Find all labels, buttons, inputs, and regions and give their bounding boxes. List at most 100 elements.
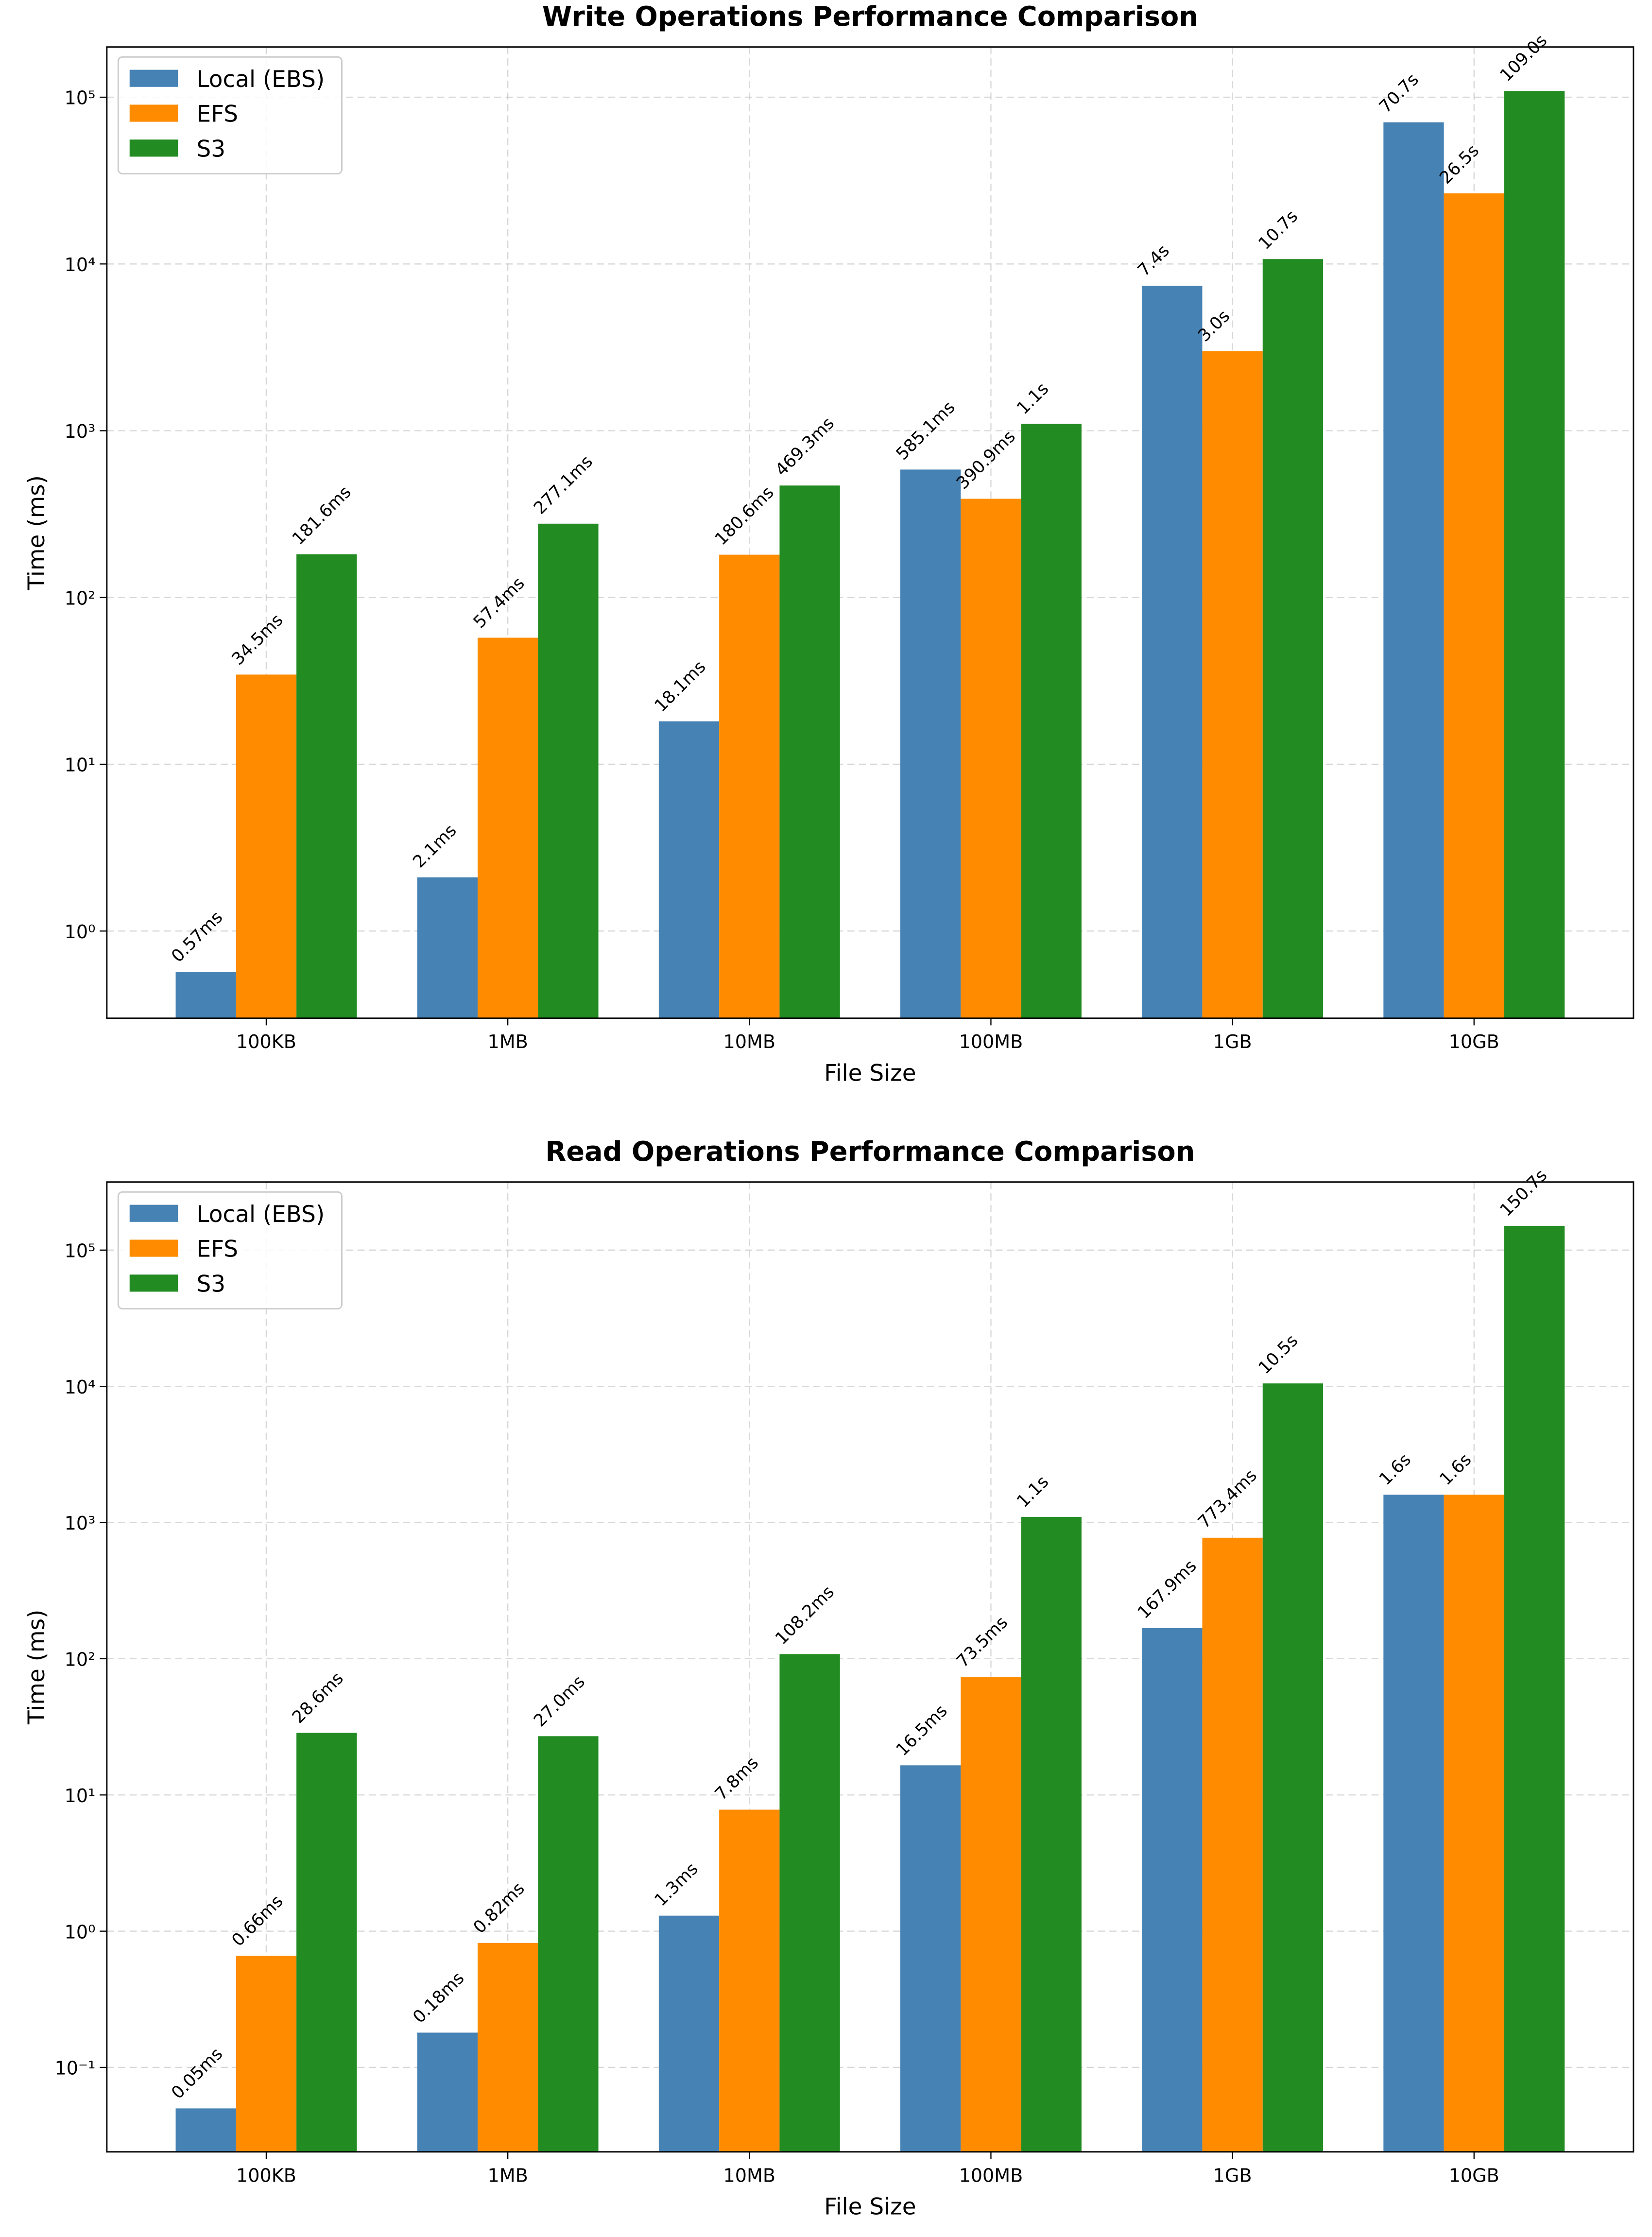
bar (719, 1809, 780, 2152)
x-axis-label: File Size (824, 2194, 916, 2220)
value-label: 585.1ms (892, 397, 959, 464)
value-label: 7.8ms (711, 1753, 762, 1805)
bar (900, 469, 961, 1018)
bar (1142, 1628, 1203, 2152)
value-label: 16.5ms (892, 1701, 951, 1760)
value-label: 0.05ms (168, 2044, 227, 2103)
value-label: 2.1ms (409, 821, 461, 872)
value-label: 109.0s (1496, 31, 1551, 86)
legend-label: S3 (197, 1271, 226, 1297)
y-tick-label: 10¹ (65, 1785, 96, 1807)
value-label: 70.7s (1376, 69, 1423, 117)
y-tick-label: 10⁰ (65, 921, 96, 943)
legend-swatch (129, 69, 178, 87)
legend-swatch (129, 1205, 178, 1222)
x-tick-label: 10GB (1449, 2165, 1499, 2186)
bar (658, 1915, 720, 2152)
bar (1262, 1383, 1324, 2152)
plot-frame (106, 46, 1635, 1019)
y-tick-label: 10³ (65, 421, 96, 442)
x-tick-label: 1GB (1213, 1031, 1252, 1052)
bar (1504, 1225, 1565, 2152)
x-tick-label: 10GB (1449, 1031, 1499, 1052)
x-tick-label: 100MB (959, 2165, 1023, 2186)
y-tick-label: 10⁵ (65, 87, 96, 109)
bar (658, 721, 720, 1018)
x-tick-label: 100KB (236, 1031, 296, 1052)
legend-swatch (129, 1274, 178, 1292)
bar (236, 1956, 297, 2152)
x-axis-label: File Size (824, 1060, 916, 1087)
bar (1383, 1495, 1444, 2152)
bar (538, 523, 599, 1018)
bar (236, 674, 297, 1018)
legend-label: Local (EBS) (197, 66, 325, 93)
bar (779, 1654, 840, 2152)
value-label: 28.6ms (288, 1669, 347, 1728)
x-tick-label: 10MB (723, 2165, 775, 2186)
bar (1202, 351, 1263, 1018)
value-label: 390.9ms (953, 427, 1019, 493)
value-label: 0.18ms (409, 1968, 468, 2028)
value-label: 73.5ms (953, 1613, 1012, 1672)
bar (417, 877, 478, 1018)
y-tick-label: 10² (65, 1649, 96, 1670)
value-label: 1.3ms (651, 1859, 702, 1910)
value-label: 34.5ms (228, 610, 287, 670)
value-label: 1.1s (1013, 1472, 1052, 1511)
y-tick-label: 10⁰ (65, 1921, 96, 1943)
bar (1444, 193, 1504, 1018)
value-label: 0.66ms (228, 1891, 287, 1950)
legend-swatch (129, 1239, 178, 1257)
bar (417, 2032, 478, 2152)
bar (1142, 286, 1203, 1018)
bar (719, 554, 780, 1018)
x-tick-label: 1GB (1213, 2165, 1252, 2186)
legend-label: S3 (197, 136, 226, 162)
bar (1504, 91, 1565, 1018)
bar (1262, 259, 1324, 1018)
x-tick-label: 1MB (488, 2165, 528, 2186)
x-tick-label: 10MB (723, 1031, 775, 1052)
bar (900, 1765, 961, 2152)
bar (961, 499, 1021, 1018)
y-tick-label: 10¹ (65, 755, 96, 776)
bar (961, 1677, 1021, 2152)
x-tick-label: 1MB (488, 1031, 528, 1052)
bar (477, 1943, 538, 2152)
x-tick-label: 100MB (959, 1031, 1023, 1052)
value-label: 1.6s (1436, 1450, 1475, 1489)
value-label: 277.1ms (530, 451, 597, 518)
value-label: 1.6s (1376, 1450, 1415, 1489)
bar (296, 554, 357, 1018)
bar (1202, 1537, 1263, 2152)
bar (477, 637, 538, 1018)
bar (296, 1733, 357, 2152)
bar (1021, 1516, 1082, 2152)
y-axis-label: Time (ms) (23, 475, 50, 590)
value-label: 57.4ms (469, 573, 529, 633)
legend-swatch (129, 104, 178, 122)
bar (538, 1736, 599, 2152)
value-label: 27.0ms (530, 1672, 589, 1731)
legend-label: EFS (197, 1236, 239, 1263)
value-label: 108.2ms (772, 1582, 838, 1649)
bar (1021, 424, 1082, 1018)
value-label: 18.1ms (651, 657, 710, 716)
bar (175, 2108, 236, 2152)
y-tick-label: 10⁴ (65, 1377, 96, 1398)
value-label: 10.5s (1255, 1331, 1302, 1378)
y-axis-label: Time (ms) (23, 1610, 50, 1725)
bar (1383, 122, 1444, 1018)
value-label: 0.57ms (168, 907, 227, 966)
bar (1444, 1495, 1504, 2152)
value-label: 150.7s (1496, 1166, 1551, 1221)
value-label: 7.4s (1134, 241, 1173, 280)
chart-title: Write Operations Performance Comparison (542, 1, 1198, 33)
y-tick-label: 10³ (65, 1513, 96, 1534)
y-tick-label: 10⁵ (65, 1240, 96, 1261)
value-label: 469.3ms (772, 413, 838, 480)
legend-label: EFS (197, 101, 239, 128)
